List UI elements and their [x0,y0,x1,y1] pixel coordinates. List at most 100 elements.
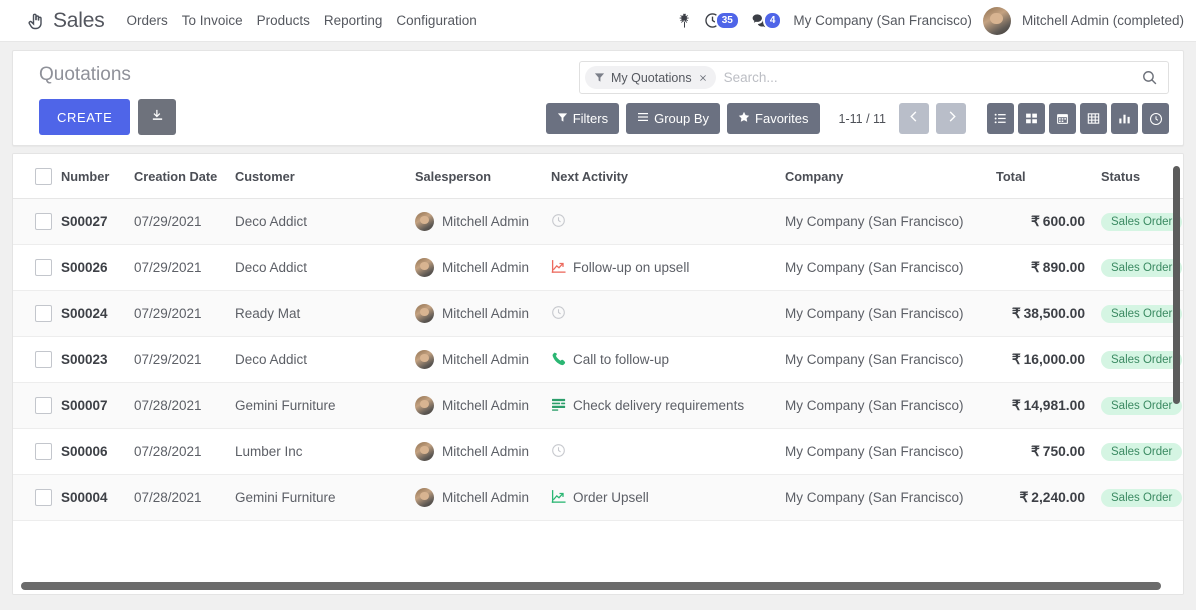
tasks-list-icon[interactable] [551,397,566,415]
cell-number[interactable]: S00006 [55,428,128,475]
row-checkbox[interactable] [35,397,52,414]
filters-button[interactable]: Filters [545,103,620,134]
cell-number[interactable]: S00024 [55,290,128,337]
order-number: S00007 [61,398,108,413]
column-header-number[interactable]: Number [55,154,128,199]
currency-symbol: ₹ [1031,259,1040,275]
cell-total: ₹600.00 [990,198,1091,245]
column-header-company[interactable]: Company [779,154,990,199]
bug-icon[interactable] [676,12,693,29]
list-view-card: Number Creation Date Customer Salesperso… [12,153,1184,595]
cell-number[interactable]: S00026 [55,244,128,291]
activity-label: Order Upsell [573,490,649,505]
table-row[interactable]: S00007 07/28/2021 Gemini Furniture Mitchell… [13,382,1183,429]
list-view-wrapper: Number Creation Date Customer Salesperso… [0,146,1196,595]
close-x-icon[interactable] [698,73,708,83]
search-bar[interactable]: My Quotations [579,61,1169,94]
select-all-checkbox[interactable] [35,168,52,185]
cell-creation-date: 07/28/2021 [128,428,229,475]
cell-next-activity[interactable]: Call to follow-up [545,336,779,383]
company-switcher[interactable]: My Company (San Francisco) [793,13,972,28]
status-badge: Sales Order [1101,488,1183,507]
activities-indicator[interactable]: 35 [704,11,740,30]
row-checkbox[interactable] [35,213,52,230]
column-header-status[interactable]: Status [1091,154,1183,199]
activity-view-icon[interactable] [1142,103,1169,134]
phone-icon[interactable] [551,351,566,369]
menu-item-orders[interactable]: Orders [126,13,168,28]
pager-next-button[interactable] [936,103,966,134]
user-menu-label[interactable]: Mitchell Admin (completed) [1021,13,1184,28]
column-header-salesperson[interactable]: Salesperson [409,154,545,199]
row-checkbox[interactable] [35,351,52,368]
cell-next-activity[interactable] [545,428,779,475]
column-header-next-activity[interactable]: Next Activity [545,154,779,199]
view-switcher [987,103,1169,134]
cell-number[interactable]: S00023 [55,336,128,383]
cell-company: My Company (San Francisco) [779,428,990,475]
upsell-chart-icon[interactable] [551,259,566,277]
favorites-button[interactable]: Favorites [727,103,820,134]
row-select-cell [13,382,55,429]
menu-item-products[interactable]: Products [256,13,310,28]
menu-item-to-invoice[interactable]: To Invoice [181,13,243,28]
messages-indicator[interactable]: 4 [751,11,783,30]
cell-customer: Lumber Inc [229,428,409,475]
row-checkbox[interactable] [35,489,52,506]
kanban-view-icon[interactable] [1018,103,1045,134]
menu-item-configuration[interactable]: Configuration [396,13,477,28]
menu-item-reporting[interactable]: Reporting [323,13,383,28]
cell-number[interactable]: S00004 [55,474,128,521]
group-by-button[interactable]: Group By [626,103,721,134]
cell-status: Sales Order [1091,474,1183,521]
upsell-chart-icon[interactable] [551,489,566,507]
cell-next-activity[interactable]: Order Upsell [545,474,779,521]
row-checkbox[interactable] [35,305,52,322]
clock-outline-icon[interactable] [551,213,566,231]
cell-customer: Deco Addict [229,244,409,291]
calendar-view-icon[interactable] [1049,103,1076,134]
search-input[interactable] [723,70,1141,85]
cell-number[interactable]: S00007 [55,382,128,429]
activity-label: Follow-up on upsell [573,260,690,275]
cell-status: Sales Order [1091,428,1183,475]
search-toolbar: Filters Group By Favorites [545,103,1169,134]
app-brand[interactable]: Sales [26,9,105,33]
cell-company: My Company (San Francisco) [779,244,990,291]
column-header-total[interactable]: Total [990,154,1091,199]
user-avatar[interactable] [982,6,1011,35]
graph-view-icon[interactable] [1111,103,1138,134]
create-button[interactable]: CREATE [39,99,131,135]
table-row[interactable]: S00004 07/28/2021 Gemini Furniture Mitchell… [13,474,1183,521]
column-header-creation-date[interactable]: Creation Date [128,154,229,199]
row-checkbox[interactable] [35,259,52,276]
salesperson-avatar [415,396,434,415]
upload-button[interactable] [138,99,177,135]
horizontal-scrollbar-track[interactable] [13,578,1183,594]
currency-symbol: ₹ [1011,351,1021,367]
clock-outline-icon[interactable] [551,443,566,461]
cell-next-activity[interactable] [545,198,779,245]
currency-symbol: ₹ [1031,213,1040,229]
pager-previous-button[interactable] [899,103,929,134]
pivot-view-icon[interactable] [1080,103,1107,134]
table-row[interactable]: S00024 07/29/2021 Ready Mat Mitchell Admin M… [13,290,1183,337]
currency-symbol: ₹ [1019,489,1029,505]
table-row[interactable]: S00026 07/29/2021 Deco Addict Mitchell Admi… [13,244,1183,291]
horizontal-scrollbar-thumb[interactable] [21,582,1161,590]
cell-next-activity[interactable]: Check delivery requirements [545,382,779,429]
table-row[interactable]: S00006 07/28/2021 Lumber Inc Mitchell Admin… [13,428,1183,475]
vertical-scrollbar[interactable] [1173,166,1180,404]
cell-total: ₹38,500.00 [990,290,1091,337]
magnifier-icon[interactable] [1141,69,1158,86]
cell-next-activity[interactable]: Follow-up on upsell [545,244,779,291]
clock-outline-icon[interactable] [551,305,566,323]
search-facet-my-quotations[interactable]: My Quotations [585,66,716,89]
row-checkbox[interactable] [35,443,52,460]
cell-next-activity[interactable] [545,290,779,337]
column-header-customer[interactable]: Customer [229,154,409,199]
list-view-icon[interactable] [987,103,1014,134]
cell-number[interactable]: S00027 [55,198,128,245]
table-row[interactable]: S00027 07/29/2021 Deco Addict Mitchell Admi… [13,198,1183,245]
table-row[interactable]: S00023 07/29/2021 Deco Addict Mitchell Admi… [13,336,1183,383]
